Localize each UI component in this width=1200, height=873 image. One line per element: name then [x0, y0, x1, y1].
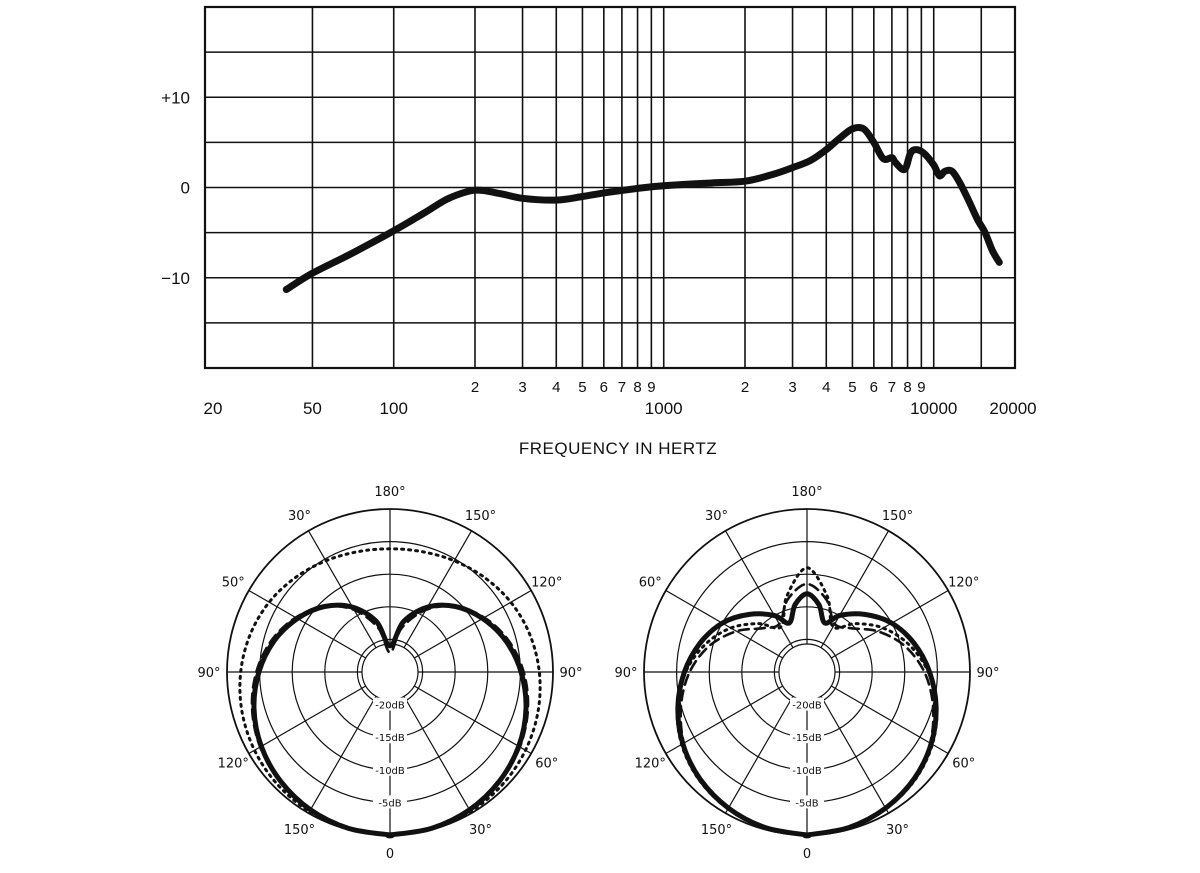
polar-ring-4 [356, 638, 424, 706]
ring-label-bg-1 [790, 730, 824, 744]
x-tick-label-1: 50 [303, 399, 322, 418]
angle-label-11: 150° [701, 823, 732, 838]
angle-label-7: 30° [288, 509, 311, 524]
x-axis-title: FREQUENCY IN HERTZ [519, 439, 717, 458]
x-tick-label-3: 1000 [645, 399, 683, 418]
polar-pattern-dotted [238, 547, 542, 838]
ring-label-bg-0 [373, 697, 407, 711]
angle-label-4: 120° [948, 576, 979, 591]
ring-label-bg-3 [373, 795, 407, 809]
x-minor-tick-label-3: 5 [578, 379, 586, 396]
polar-ring-5 [778, 643, 836, 701]
polar-spoke-60 [413, 685, 532, 755]
angle-label-0: 0 [803, 847, 811, 862]
x-minor-tick-label-6: 8 [633, 379, 641, 396]
angle-label-10: 120° [218, 757, 249, 772]
polar-pattern-dashed [250, 604, 530, 838]
polar-spoke-210 [307, 530, 377, 649]
polar-pattern-left: -20dB -15dB -10dB -5dB 0 30° 60° 90° 120° 150° 180… [197, 485, 582, 862]
ring-label-bg-1 [373, 730, 407, 744]
ring-label-1: -15dB [375, 733, 405, 744]
ring-label-bg-3 [790, 795, 824, 809]
x-minor-tick-label-12: 6 [870, 379, 878, 396]
polar-spoke-330 [724, 695, 794, 814]
ring-label-0: -20dB [792, 701, 822, 712]
polar-spoke-30 [820, 695, 890, 814]
ring-label-bg-2 [790, 762, 824, 776]
angle-label-10: 120° [635, 757, 666, 772]
angle-label-5: 150° [465, 509, 496, 524]
angle-label-9: 90° [197, 666, 220, 681]
angle-label-4: 120° [531, 576, 562, 591]
angle-label-3: 90° [976, 666, 999, 681]
ring-label-3: -5dB [378, 798, 401, 809]
polar-spoke-300 [665, 685, 784, 755]
angle-label-3: 90° [559, 666, 582, 681]
response-curve-0 [282, 123, 1003, 293]
ring-label-bg-0 [790, 697, 824, 711]
angle-label-0: 0 [386, 847, 394, 862]
y-tick-label-0: +10 [161, 88, 190, 107]
angle-label-2: 60° [535, 757, 558, 772]
polar-spoke-150 [403, 530, 473, 649]
frequency-response-chart: +100−102 3 4 5 6 7 8 9 2 3 4 5 6 7 8 920 50 100 1000 10000 2… [161, 5, 1037, 458]
x-minor-tick-label-10: 4 [822, 379, 830, 396]
angle-label-6: 180° [374, 485, 405, 500]
x-minor-tick-label-14: 8 [903, 379, 911, 396]
angle-label-6: 180° [791, 485, 822, 500]
x-minor-tick-label-1: 3 [518, 379, 526, 396]
x-minor-tick-label-9: 3 [788, 379, 796, 396]
x-minor-tick-label-13: 7 [888, 379, 896, 396]
angle-label-1: 30° [469, 823, 492, 838]
angle-label-1: 30° [886, 823, 909, 838]
y-tick-label-1: 0 [181, 179, 190, 198]
polar-spoke-150 [820, 530, 890, 649]
polar-spoke-30 [403, 695, 473, 814]
polar-pattern-dotted [675, 566, 939, 838]
ring-label-3: -5dB [795, 798, 818, 809]
x-tick-label-5: 20000 [989, 399, 1036, 418]
ring-label-2: -10dB [375, 766, 405, 777]
ring-label-1: -15dB [792, 733, 822, 744]
x-minor-tick-label-15: 9 [917, 379, 925, 396]
x-minor-tick-label-4: 6 [600, 379, 608, 396]
x-tick-label-0: 20 [204, 399, 223, 418]
angle-label-7: 30° [705, 509, 728, 524]
y-tick-label-2: −10 [161, 269, 190, 288]
ring-label-0: -20dB [375, 701, 405, 712]
x-minor-tick-label-8: 2 [741, 379, 749, 396]
x-minor-tick-label-5: 7 [618, 379, 626, 396]
x-minor-tick-label-0: 2 [471, 379, 479, 396]
angle-label-8: 50° [222, 576, 245, 591]
x-minor-tick-label-7: 9 [647, 379, 655, 396]
ring-label-bg-2 [373, 762, 407, 776]
angle-label-9: 90° [614, 666, 637, 681]
polar-spoke-60 [830, 685, 949, 755]
x-tick-label-4: 10000 [910, 399, 957, 418]
x-minor-tick-label-11: 5 [848, 379, 856, 396]
plot-frame [203, 5, 1017, 370]
polar-ring-5 [361, 643, 419, 701]
angle-label-11: 150° [284, 823, 315, 838]
angle-label-2: 60° [952, 757, 975, 772]
ring-label-2: -10dB [792, 766, 822, 777]
polar-ring-4 [773, 638, 841, 706]
polar-spoke-330 [307, 695, 377, 814]
x-minor-tick-label-2: 4 [552, 379, 560, 396]
polar-pattern-right: -20dB -15dB -10dB -5dB 0 30° 60° 90° 120° 150° 180… [614, 485, 999, 862]
polar-spoke-210 [724, 530, 794, 649]
angle-label-5: 150° [882, 509, 913, 524]
polar-spoke-300 [248, 685, 367, 755]
x-tick-label-2: 100 [380, 399, 408, 418]
angle-label-8: 60° [639, 576, 662, 591]
